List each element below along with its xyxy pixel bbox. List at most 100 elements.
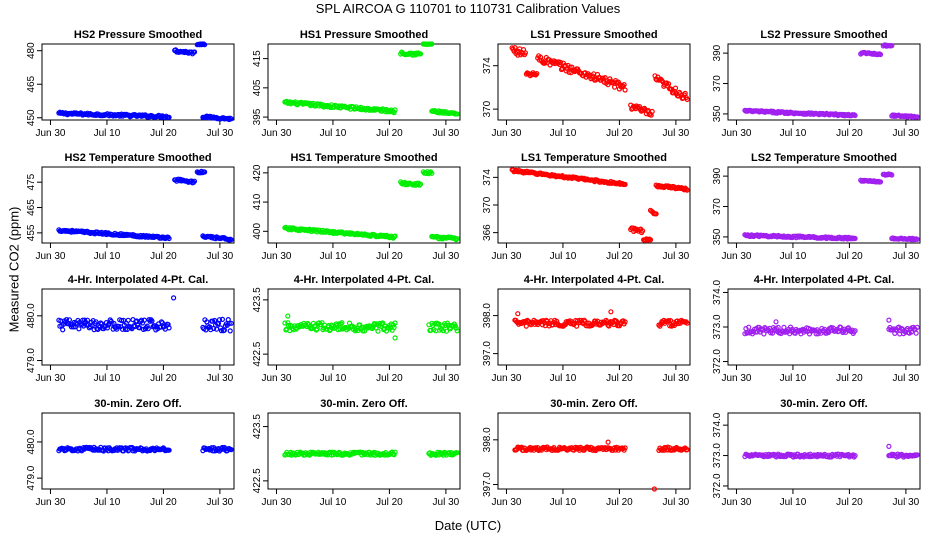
chart-panel: HS2 Temperature Smoothed Jun 30 Jul 10 Jul … xyxy=(26,152,235,262)
chart-title: HS2 Temperature Smoothed xyxy=(64,152,211,164)
x-tick-label: Jul 30 xyxy=(207,373,234,384)
x-tick-label: Jul 20 xyxy=(606,373,633,384)
x-tick-label: Jun 30 xyxy=(491,128,521,139)
data-point xyxy=(166,114,172,120)
x-tick-label: Jul 30 xyxy=(433,251,460,262)
x-tick-label: Jul 10 xyxy=(320,373,347,384)
x-tick-label: Jul 30 xyxy=(663,497,690,508)
y-tick-label: 455 xyxy=(26,224,37,241)
data-point xyxy=(119,326,126,332)
data-point-outlier xyxy=(773,319,779,325)
plot-frame xyxy=(41,288,235,366)
data-point xyxy=(606,323,612,329)
data-point xyxy=(429,170,435,176)
data-point xyxy=(761,331,767,337)
y-tick-label: 374 xyxy=(482,57,493,74)
figure-title: SPL AIRCOA G 110701 to 110731 Calibratio… xyxy=(315,1,621,16)
y-tick-label: 372.0 xyxy=(712,473,723,498)
data-point xyxy=(852,112,858,119)
y-tick-label: 479.0 xyxy=(26,348,37,373)
data-point xyxy=(375,328,381,334)
data-point xyxy=(104,325,111,331)
data-point xyxy=(141,317,147,323)
x-tick-label: Jul 20 xyxy=(836,251,863,262)
y-tick-label: 390 xyxy=(712,167,723,184)
y-tick-label: 373.0 xyxy=(712,314,723,339)
data-point xyxy=(414,51,421,57)
chart-title: 4-Hr. Interpolated 4-Pt. Cal. xyxy=(68,274,209,286)
chart-title: 4-Hr. Interpolated 4-Pt. Cal. xyxy=(524,274,665,286)
data-point xyxy=(683,186,689,192)
data-point xyxy=(219,316,225,322)
data-point xyxy=(684,320,690,326)
data-point xyxy=(622,445,628,451)
x-tick-label: Jul 30 xyxy=(893,251,920,262)
data-point xyxy=(125,317,131,323)
x-tick-label: Jul 30 xyxy=(893,128,920,139)
x-tick-label: Jul 20 xyxy=(376,251,403,262)
data-point-outlier xyxy=(285,313,291,319)
data-point xyxy=(116,323,122,330)
y-tick-label: 422.5 xyxy=(252,341,263,366)
data-point xyxy=(453,325,459,331)
x-tick-label: Jul 10 xyxy=(94,128,121,139)
x-tick-label: Jun 30 xyxy=(491,497,521,508)
data-point xyxy=(684,447,690,453)
data-point xyxy=(392,233,398,239)
x-tick-label: Jul 20 xyxy=(836,128,863,139)
x-tick-label: Jul 20 xyxy=(376,497,403,508)
data-point xyxy=(754,329,760,335)
data-point xyxy=(889,42,895,49)
data-point xyxy=(166,235,172,242)
data-point xyxy=(914,324,920,330)
data-point-outlier xyxy=(515,311,521,317)
x-tick-label: Jul 30 xyxy=(207,497,234,508)
data-point xyxy=(218,328,224,334)
y-tick-label: 465 xyxy=(26,75,37,92)
data-point xyxy=(216,317,223,323)
data-point xyxy=(428,327,434,333)
data-point xyxy=(391,452,397,458)
x-tick-label: Jul 20 xyxy=(836,497,863,508)
y-tick-label: 480.0 xyxy=(26,303,37,328)
plot-frame xyxy=(727,43,921,121)
y-tick-label: 422.5 xyxy=(252,468,263,493)
x-tick-label: Jul 20 xyxy=(150,128,177,139)
data-point-outlier xyxy=(171,295,177,301)
chart-panel: 30-min. Zero Off. Jun 30 Jul 10 Jul 20 Jul 3… xyxy=(712,398,921,508)
data-point xyxy=(781,324,787,330)
data-point xyxy=(592,318,599,324)
chart-title: HS1 Temperature Smoothed xyxy=(290,152,437,164)
data-point xyxy=(605,82,611,88)
x-tick-label: Jul 10 xyxy=(550,497,577,508)
plot-frame xyxy=(267,43,461,121)
data-point xyxy=(202,42,208,48)
y-tick-label: 374.0 xyxy=(712,412,723,437)
data-point xyxy=(653,211,659,217)
x-axis-label: Date (UTC) xyxy=(434,518,502,533)
data-point xyxy=(914,452,920,458)
plot-frame xyxy=(497,412,691,490)
y-tick-label: 423.5 xyxy=(252,287,263,312)
data-point xyxy=(191,178,198,184)
x-tick-label: Jul 20 xyxy=(150,251,177,262)
plot-frame xyxy=(497,288,691,366)
chart-panel: 4-Hr. Interpolated 4-Pt. Cal. Jun 30 Jul 1… xyxy=(482,274,691,384)
x-tick-label: Jul 30 xyxy=(893,373,920,384)
data-point xyxy=(76,326,82,332)
data-point xyxy=(436,321,442,327)
data-point xyxy=(226,320,232,326)
y-tick-label: 410 xyxy=(252,193,263,210)
data-point xyxy=(877,51,884,58)
data-point-outlier xyxy=(605,439,611,445)
data-point xyxy=(144,323,150,329)
data-point xyxy=(453,237,459,243)
x-tick-label: Jun 30 xyxy=(721,251,751,262)
y-tick-label: 370 xyxy=(482,100,493,117)
data-point xyxy=(852,328,858,334)
data-point-outlier xyxy=(608,309,614,315)
data-point-outlier xyxy=(886,317,892,323)
data-point xyxy=(454,328,460,334)
data-point xyxy=(522,50,529,56)
data-point xyxy=(80,323,87,329)
